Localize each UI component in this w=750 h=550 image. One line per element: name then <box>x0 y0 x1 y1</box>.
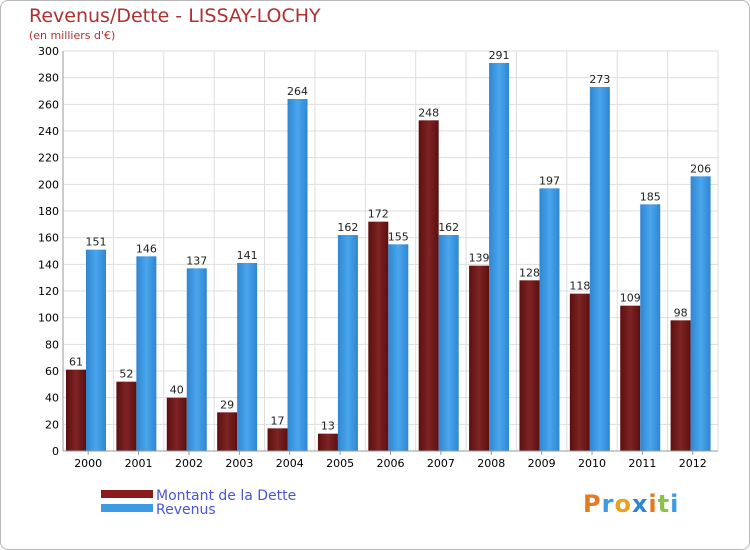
data-label: 264 <box>287 85 308 98</box>
x-tick-label: 2011 <box>628 457 656 470</box>
bar-revenus <box>589 87 610 451</box>
y-tick-label: 80 <box>45 338 59 351</box>
y-tick-label: 260 <box>38 98 59 111</box>
bar-dette <box>166 397 187 451</box>
bar-revenus <box>86 249 106 451</box>
bar-dette <box>569 293 590 451</box>
bar-dette <box>267 428 288 451</box>
data-label: 155 <box>388 230 409 243</box>
x-tick-label: 2004 <box>276 457 304 470</box>
legend-label: Montant de la Dette <box>156 488 296 504</box>
legend-swatch <box>101 504 153 512</box>
data-label: 52 <box>119 368 133 381</box>
y-tick-label: 160 <box>38 232 59 245</box>
y-tick-label: 200 <box>38 178 59 191</box>
data-label: 162 <box>337 221 358 234</box>
bar-revenus <box>690 176 711 452</box>
x-tick-label: 2005 <box>326 457 354 470</box>
data-label: 151 <box>86 236 107 249</box>
bar-revenus <box>489 63 510 451</box>
bars: 61 151 52 146 40 137 29 141 17 264 13 162 172 155 248 1… <box>66 49 711 452</box>
data-label: 197 <box>539 174 560 187</box>
data-label: 185 <box>640 190 661 203</box>
legend-label: Revenus <box>156 502 216 518</box>
y-tick-label: 280 <box>38 72 59 85</box>
data-label: 61 <box>69 356 83 369</box>
data-label: 29 <box>220 398 234 411</box>
bar-revenus <box>388 244 409 451</box>
data-label: 98 <box>674 306 688 319</box>
bar-revenus <box>186 268 207 451</box>
bar-dette <box>620 305 641 451</box>
bar-revenus <box>539 188 560 452</box>
data-label: 162 <box>438 221 459 234</box>
data-label: 206 <box>690 162 711 175</box>
data-label: 139 <box>469 252 490 265</box>
y-tick-label: 60 <box>45 365 59 378</box>
bar-dette <box>116 381 137 451</box>
y-tick-label: 300 <box>38 45 59 58</box>
data-label: 146 <box>136 242 157 255</box>
x-tick-label: 2007 <box>427 457 455 470</box>
data-label: 40 <box>170 384 184 397</box>
data-label: 17 <box>271 414 285 427</box>
y-tick-label: 0 <box>52 445 59 458</box>
data-label: 109 <box>620 292 641 305</box>
y-tick-label: 100 <box>38 312 59 325</box>
data-label: 248 <box>418 106 439 119</box>
data-label: 118 <box>569 280 590 293</box>
x-tick-label: 2001 <box>125 457 153 470</box>
y-tick-label: 120 <box>38 285 59 298</box>
x-tick-label: 2008 <box>477 457 505 470</box>
legend-swatch <box>101 490 153 498</box>
bar-revenus <box>438 235 459 451</box>
data-label: 172 <box>368 208 389 221</box>
bar-revenus <box>337 235 358 451</box>
x-tick-label: 2006 <box>377 457 405 470</box>
bar-dette <box>66 369 86 451</box>
bar-dette <box>317 433 338 451</box>
y-tick-label: 20 <box>45 418 59 431</box>
data-label: 13 <box>321 420 335 433</box>
data-label: 137 <box>186 254 207 267</box>
data-label: 141 <box>237 249 258 262</box>
x-tick-label: 2003 <box>225 457 253 470</box>
axes: 0 20 40 60 80 100 120 140 160 180 200 220 240 260 280 3… <box>38 45 718 470</box>
data-label: 273 <box>589 73 610 86</box>
bar-revenus <box>287 99 308 451</box>
proxiti-logo: Proxiti <box>583 490 680 518</box>
bar-dette <box>670 320 691 451</box>
bar-dette <box>368 221 389 451</box>
bar-revenus <box>237 263 258 451</box>
bar-revenus <box>640 204 661 451</box>
x-tick-label: 2002 <box>175 457 203 470</box>
y-tick-label: 140 <box>38 258 59 271</box>
x-tick-label: 2010 <box>578 457 606 470</box>
x-tick-label: 2009 <box>528 457 556 470</box>
bar-dette <box>469 265 490 451</box>
bar-dette <box>519 280 540 451</box>
y-tick-label: 240 <box>38 125 59 138</box>
bar-revenus <box>136 256 157 451</box>
chart-subtitle: (en milliers d'€) <box>29 29 116 42</box>
y-tick-label: 180 <box>38 205 59 218</box>
bar-dette <box>217 412 238 451</box>
x-tick-label: 2000 <box>74 457 102 470</box>
y-tick-label: 220 <box>38 152 59 165</box>
data-label: 128 <box>519 266 540 279</box>
bar-dette <box>418 120 439 451</box>
y-tick-label: 40 <box>45 392 59 405</box>
chart-title: Revenus/Dette - LISSAY-LOCHY <box>29 5 321 27</box>
data-label: 291 <box>489 49 510 62</box>
x-tick-label: 2012 <box>679 457 707 470</box>
